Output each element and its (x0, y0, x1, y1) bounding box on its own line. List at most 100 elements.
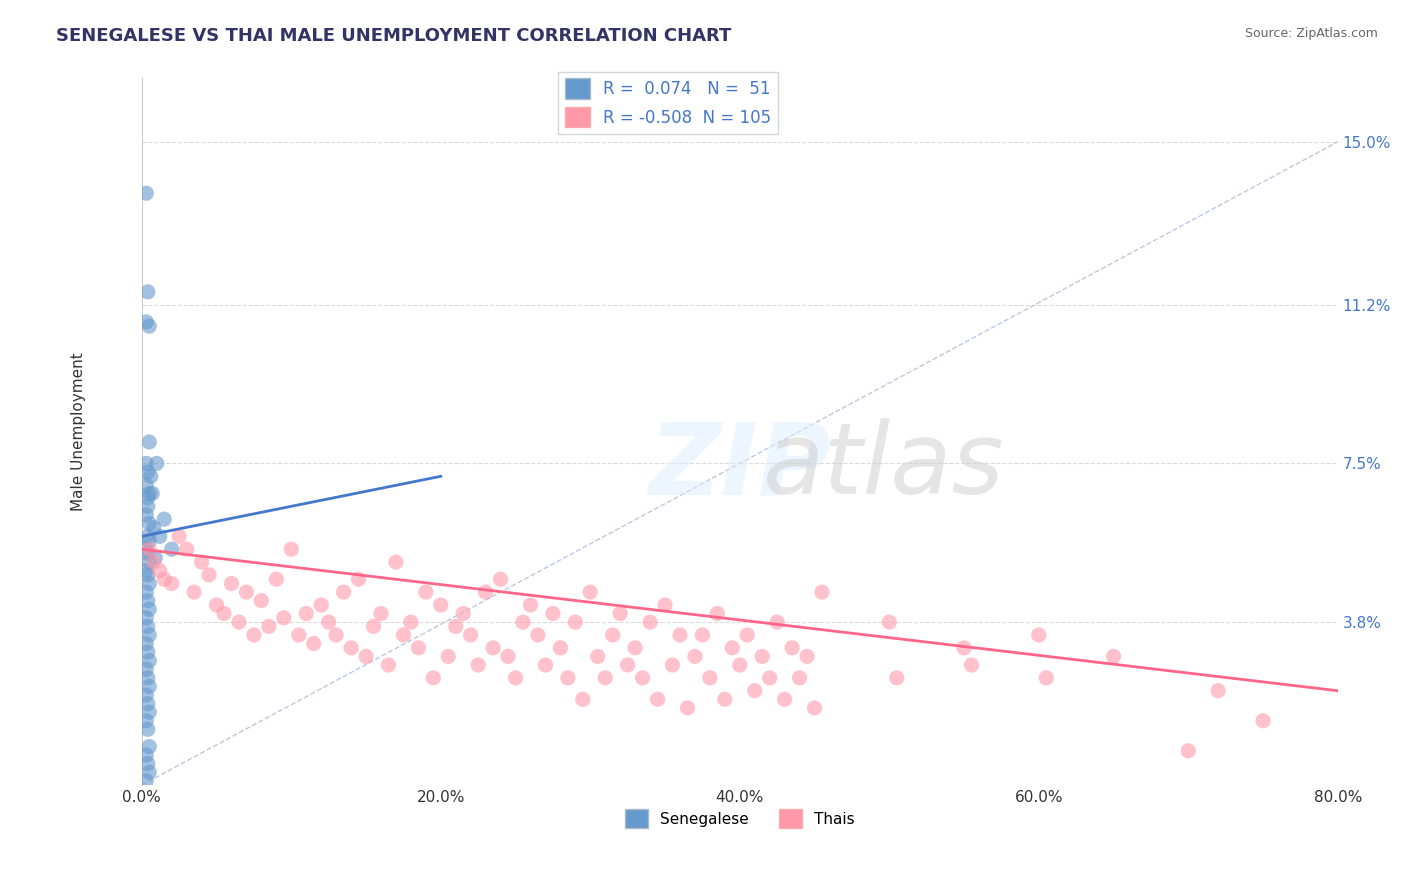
Point (205, 598, 228, 612)
Point (1035, 671, 1057, 685)
Point (550, 640, 572, 655)
Point (143, 550, 166, 565)
Point (460, 628, 482, 642)
Point (728, 658, 751, 673)
Point (1028, 628, 1050, 642)
Point (586, 649, 609, 664)
Point (135, 564, 157, 578)
Point (280, 542, 302, 557)
Text: SENEGALESE VS THAI MALE UNEMPLOYMENT CORRELATION CHART: SENEGALESE VS THAI MALE UNEMPLOYMENT COR… (56, 27, 731, 45)
Point (692, 628, 714, 642)
Point (886, 671, 908, 685)
Point (138, 680, 160, 694)
Point (609, 607, 631, 621)
Point (325, 628, 347, 642)
Point (780, 640, 803, 655)
Text: ZIP: ZIP (648, 418, 831, 516)
Point (789, 671, 811, 685)
Point (135, 315, 157, 329)
Point (138, 654, 160, 668)
Point (647, 692, 669, 706)
Legend: Senegalese, Thais: Senegalese, Thais (619, 803, 860, 834)
Point (138, 765, 160, 780)
Point (138, 576, 160, 591)
Point (136, 723, 159, 737)
Point (135, 688, 157, 702)
Point (766, 615, 789, 629)
Point (370, 607, 392, 621)
Point (444, 619, 467, 633)
Point (167, 529, 190, 543)
Point (257, 619, 280, 633)
Point (482, 640, 505, 655)
Point (135, 714, 157, 728)
Point (505, 671, 527, 685)
Point (624, 640, 647, 655)
Point (1102, 649, 1125, 664)
Point (145, 457, 167, 471)
Point (638, 615, 661, 629)
Point (183, 585, 205, 599)
Point (408, 640, 430, 655)
Point (363, 619, 385, 633)
Point (683, 649, 706, 664)
Point (340, 640, 363, 655)
Point (714, 692, 737, 706)
Point (136, 697, 159, 711)
Point (138, 602, 160, 616)
Point (519, 598, 541, 612)
Point (139, 469, 162, 483)
Point (135, 747, 157, 762)
Point (135, 773, 157, 788)
Point (602, 628, 624, 642)
Point (136, 671, 159, 685)
Point (153, 572, 176, 586)
Point (721, 640, 744, 655)
Point (309, 598, 332, 612)
Point (287, 628, 309, 642)
Point (1177, 744, 1199, 758)
Point (141, 486, 163, 500)
Point (135, 186, 157, 201)
Point (318, 615, 340, 629)
Point (136, 619, 159, 633)
Point (773, 692, 796, 706)
Point (877, 615, 900, 629)
Point (138, 705, 160, 719)
Point (138, 435, 160, 450)
Point (347, 572, 370, 586)
Point (295, 607, 318, 621)
Point (135, 662, 157, 676)
Point (221, 576, 243, 591)
Point (437, 649, 460, 664)
Point (235, 585, 257, 599)
Point (512, 615, 534, 629)
Point (135, 585, 157, 599)
Point (149, 564, 172, 578)
Point (541, 607, 564, 621)
Point (228, 615, 250, 629)
Y-axis label: Male Unemployment: Male Unemployment (72, 351, 86, 510)
Point (489, 572, 512, 586)
Point (138, 555, 160, 569)
Point (190, 555, 212, 569)
Point (811, 585, 834, 599)
Point (593, 671, 616, 685)
Point (138, 516, 160, 531)
Point (564, 615, 586, 629)
Point (266, 572, 288, 586)
Point (399, 615, 422, 629)
Point (138, 319, 160, 334)
Point (354, 649, 377, 664)
Point (135, 478, 157, 492)
Point (744, 683, 766, 698)
Point (676, 701, 699, 715)
Point (699, 671, 721, 685)
Point (758, 671, 780, 685)
Point (135, 542, 157, 557)
Point (135, 636, 157, 650)
Point (138, 486, 160, 500)
Point (136, 547, 159, 561)
Point (138, 628, 160, 642)
Point (243, 628, 266, 642)
